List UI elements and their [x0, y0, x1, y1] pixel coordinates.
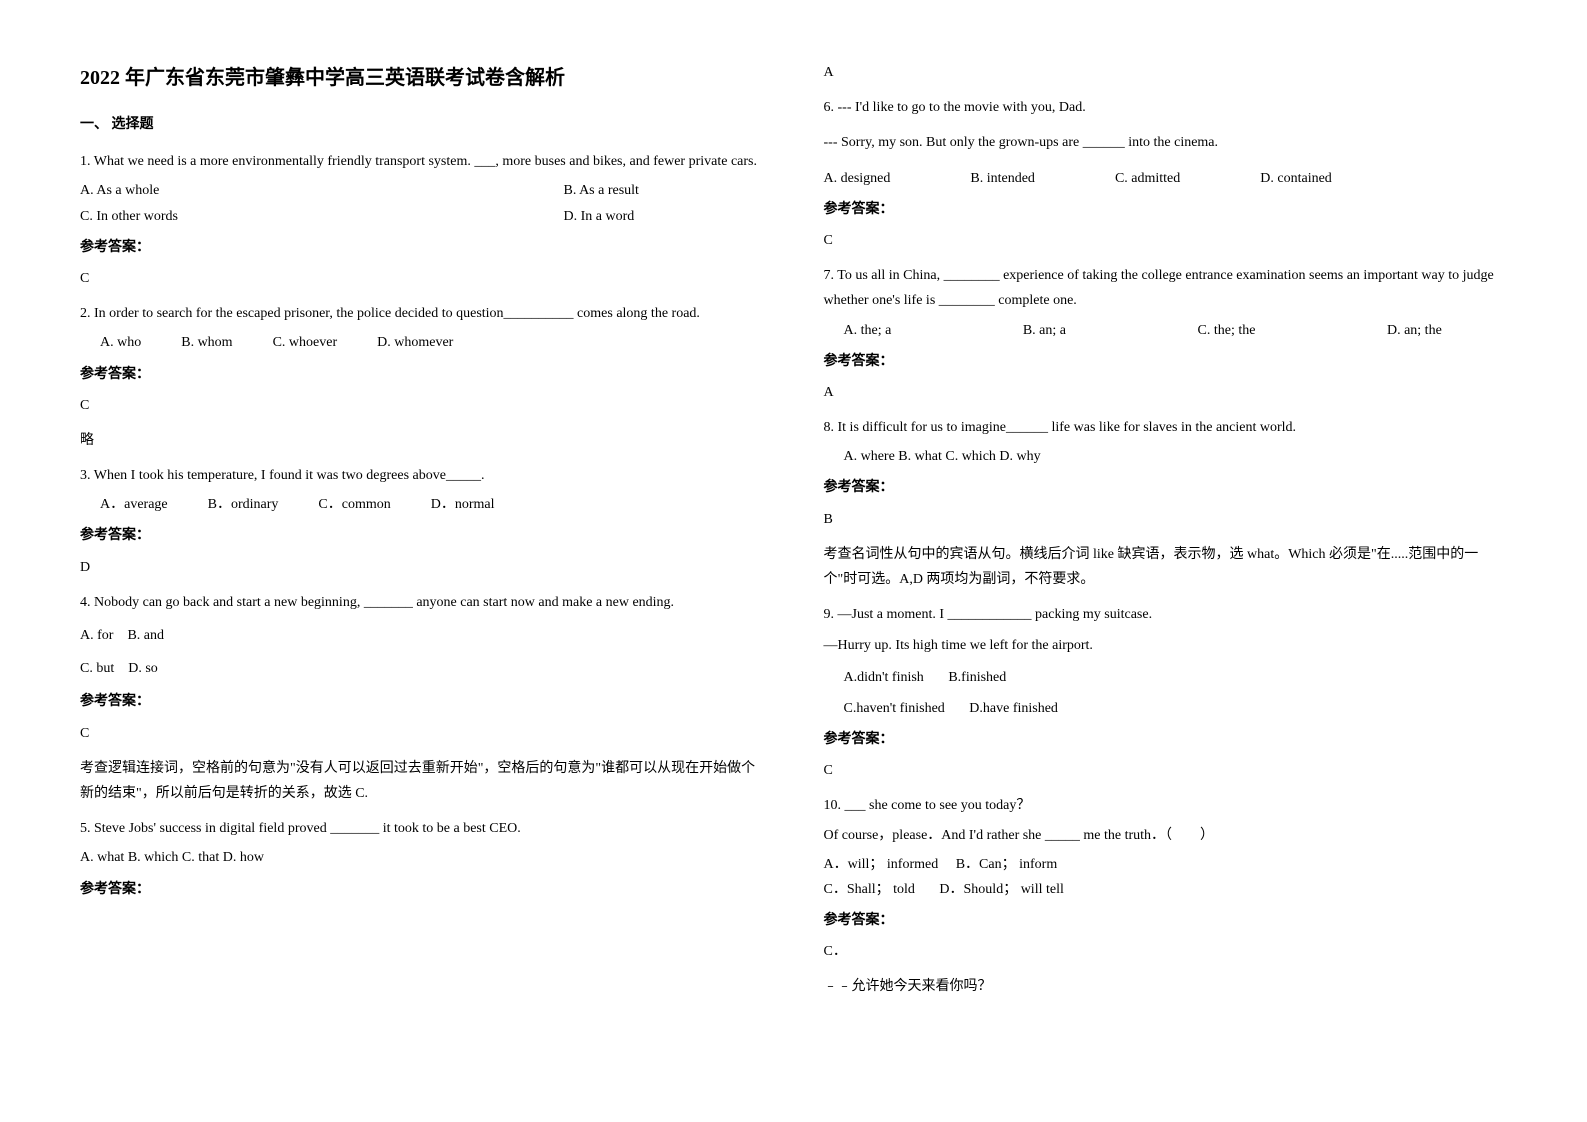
- q9-optD: D.have finished: [969, 701, 1058, 716]
- q10-explanation: ﹣﹣允许她今天来看你吗？: [824, 974, 1508, 999]
- q6-optD: D. contained: [1260, 166, 1332, 191]
- answer-label: 参考答案：: [80, 523, 764, 548]
- q3-text: 3. When I took his temperature, I found …: [80, 463, 764, 488]
- q5-answer: A: [824, 60, 1508, 85]
- q5-opts: A. what B. which C. that D. how: [80, 845, 764, 870]
- q1-optD: D. In a word: [564, 204, 764, 229]
- question-5: 5. Steve Jobs' success in digital field …: [80, 816, 764, 902]
- q3-optC: C．common: [318, 492, 390, 517]
- answer-label: 参考答案：: [824, 908, 1508, 933]
- q7-optA: A. the; a: [824, 318, 892, 343]
- q7-answer: A: [824, 380, 1508, 405]
- question-9: 9. —Just a moment. I ____________ packin…: [824, 602, 1508, 783]
- q1-optA: A. As a whole: [80, 178, 159, 203]
- q1-text: 1. What we need is a more environmentall…: [80, 149, 764, 174]
- q8-explanation: 考查名词性从句中的宾语从句。横线后介词 like 缺宾语，表示物，选 what。…: [824, 542, 1508, 592]
- q4-text: 4. Nobody can go back and start a new be…: [80, 590, 764, 615]
- answer-label: 参考答案：: [824, 197, 1508, 222]
- question-4: 4. Nobody can go back and start a new be…: [80, 590, 764, 806]
- answer-label: 参考答案：: [80, 689, 764, 714]
- q7-optC: C. the; the: [1198, 318, 1256, 343]
- q8-text: 8. It is difficult for us to imagine____…: [824, 415, 1508, 440]
- answer-label: 参考答案：: [80, 877, 764, 902]
- q2-optD: D. whomever: [377, 330, 453, 355]
- q2-optA: A. who: [100, 330, 141, 355]
- q6-optA: A. designed: [824, 166, 891, 191]
- document-title: 2022 年广东省东莞市肇彝中学高三英语联考试卷含解析: [80, 60, 764, 96]
- q3-optB: B．ordinary: [208, 492, 279, 517]
- q1-optB: B. As a result: [564, 178, 764, 203]
- q9-answer: C: [824, 758, 1508, 783]
- q10-optD: D．Should； will tell: [939, 882, 1063, 897]
- answer-label: 参考答案：: [824, 727, 1508, 752]
- q3-optD: D．normal: [431, 492, 495, 517]
- q4-optA: A. for: [80, 628, 113, 643]
- answer-label: 参考答案：: [824, 475, 1508, 500]
- question-1: 1. What we need is a more environmentall…: [80, 149, 764, 291]
- q6-optC: C. admitted: [1115, 166, 1180, 191]
- q10-line1: 10. ___ she come to see you today？: [824, 793, 1508, 818]
- q8-opts: A. where B. what C. which D. why: [824, 444, 1508, 469]
- q3-answer: D: [80, 555, 764, 580]
- q10-optB: B．Can； inform: [956, 857, 1058, 872]
- answer-label: 参考答案：: [80, 235, 764, 260]
- q4-optD: D. so: [128, 661, 158, 676]
- q2-optB: B. whom: [181, 330, 232, 355]
- q1-optC: C. In other words: [80, 204, 178, 229]
- q2-text: 2. In order to search for the escaped pr…: [80, 301, 764, 326]
- question-10: 10. ___ she come to see you today？ Of co…: [824, 793, 1508, 999]
- q4-answer: C: [80, 721, 764, 746]
- q2-answer: C: [80, 393, 764, 418]
- left-column: 2022 年广东省东莞市肇彝中学高三英语联考试卷含解析 一、 选择题 1. Wh…: [80, 60, 764, 1010]
- section-header: 一、 选择题: [80, 112, 764, 137]
- q3-optA: A．average: [100, 492, 168, 517]
- q10-line2: Of course，please．And I'd rather she ____…: [824, 823, 1508, 848]
- q1-answer: C: [80, 266, 764, 291]
- question-7: 7. To us all in China, ________ experien…: [824, 263, 1508, 405]
- answer-label: 参考答案：: [824, 349, 1508, 374]
- q4-explanation: 考查逻辑连接词，空格前的句意为"没有人可以返回过去重新开始"，空格后的句意为"谁…: [80, 756, 764, 806]
- q10-optA: A．will； informed: [824, 857, 939, 872]
- q7-text: 7. To us all in China, ________ experien…: [824, 263, 1508, 313]
- question-2: 2. In order to search for the escaped pr…: [80, 301, 764, 453]
- right-column: A 6. --- I'd like to go to the movie wit…: [824, 60, 1508, 1010]
- q9-line1: 9. —Just a moment. I ____________ packin…: [824, 602, 1508, 627]
- q9-optB: B.finished: [948, 670, 1006, 685]
- q9-line2: —Hurry up. Its high time we left for the…: [824, 633, 1508, 658]
- q4-optB: B. and: [127, 628, 164, 643]
- q7-optD: D. an; the: [1387, 318, 1507, 343]
- q5-text: 5. Steve Jobs' success in digital field …: [80, 816, 764, 841]
- question-8: 8. It is difficult for us to imagine____…: [824, 415, 1508, 592]
- q6-line1: 6. --- I'd like to go to the movie with …: [824, 95, 1508, 120]
- q8-answer: B: [824, 507, 1508, 532]
- q9-optA: A.didn't finish: [844, 670, 924, 685]
- q2-optC: C. whoever: [273, 330, 338, 355]
- answer-label: 参考答案：: [80, 362, 764, 387]
- q10-answer: C．: [824, 939, 1508, 964]
- question-3: 3. When I took his temperature, I found …: [80, 463, 764, 580]
- question-6: 6. --- I'd like to go to the movie with …: [824, 95, 1508, 253]
- q2-omit: 略: [80, 428, 764, 453]
- q6-answer: C: [824, 228, 1508, 253]
- q6-optB: B. intended: [970, 166, 1035, 191]
- q6-line2: --- Sorry, my son. But only the grown-up…: [824, 130, 1508, 155]
- q4-optC: C. but: [80, 661, 114, 676]
- q10-optC: C．Shall； told: [824, 882, 915, 897]
- q9-optC: C.haven't finished: [844, 701, 945, 716]
- q7-optB: B. an; a: [1023, 318, 1066, 343]
